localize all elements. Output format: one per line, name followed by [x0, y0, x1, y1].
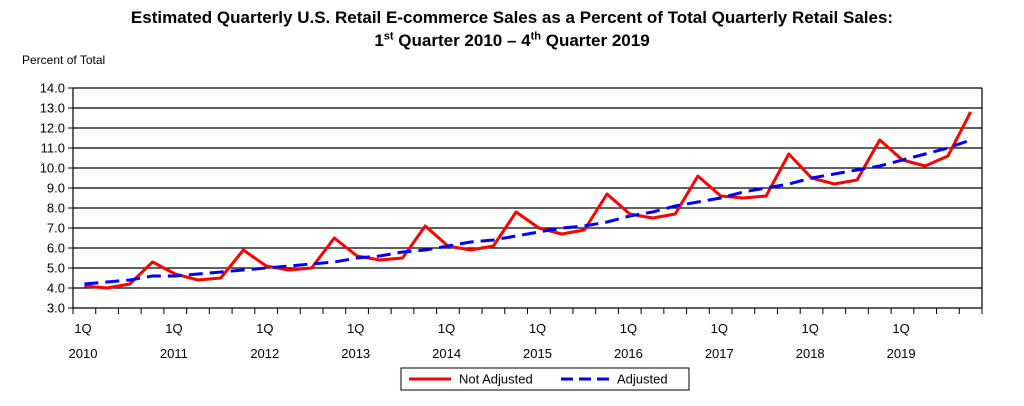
title-end-num: 4 [521, 31, 531, 50]
y-tick-label: 11.0 [41, 141, 65, 156]
x-tick-label-quarter: 1Q [256, 321, 273, 336]
series-lines [84, 111, 972, 290]
legend-label-adjusted: Adjusted [617, 372, 668, 387]
series-line-not-adjusted [84, 111, 972, 290]
x-tick-label-quarter: 1Q [802, 321, 819, 336]
x-tick-label-year: 2019 [887, 346, 916, 361]
y-tick-label: 8.0 [47, 201, 65, 216]
x-tick-label-year: 2010 [69, 346, 98, 361]
title-end-sup: th [530, 30, 541, 43]
y-tick-label: 3.0 [47, 301, 65, 316]
x-tick-label-year: 2011 [160, 346, 188, 361]
x-tick-label-year: 2012 [250, 346, 279, 361]
y-tick-label: 4.0 [47, 281, 65, 296]
y-axis-label: Percent of Total [22, 53, 106, 67]
x-tick-label-quarter: 1Q [529, 321, 546, 336]
legend-box [400, 367, 690, 391]
y-tick-label: 10.0 [40, 161, 65, 176]
x-tick-label-year: 2017 [705, 346, 734, 361]
y-tick-label: 9.0 [47, 181, 65, 196]
chart-title-line1: Estimated Quarterly U.S. Retail E-commer… [130, 8, 894, 27]
x-axis-ticks: 1Q 2010 1Q 2011 1Q 2012 1Q 2013 1Q 2014 1Q 2015 1Q 20… [69, 308, 983, 361]
x-tick-label-quarter: 1Q [165, 321, 182, 336]
x-tick-label-year: 2016 [614, 346, 643, 361]
y-tick-label: 12.0 [40, 121, 65, 136]
title-start-num: 1 [374, 31, 384, 50]
x-tick-label-year: 2013 [341, 346, 370, 361]
x-tick-label-year: 2015 [523, 346, 552, 361]
x-tick-label-quarter: 1Q [892, 321, 909, 336]
title-start-rest: Quarter 2010 – [393, 31, 522, 50]
y-tick-label: 7.0 [47, 221, 65, 236]
title-end-rest: Quarter 2019 [541, 31, 650, 50]
chart-title-line2: 1st Quarter 2010 – 4th Quarter 2019 [0, 29, 1024, 52]
y-tick-label: 6.0 [47, 241, 65, 256]
chart-title: Estimated Quarterly U.S. Retail E-commer… [0, 6, 1024, 52]
x-tick-label-quarter: 1Q [74, 321, 91, 336]
legend-label-not-adjusted: Not Adjusted [459, 372, 533, 387]
gridlines [72, 87, 983, 309]
x-tick-label-quarter: 1Q [438, 321, 455, 336]
x-tick-label-year: 2018 [796, 346, 825, 361]
x-tick-label-quarter: 1Q [711, 321, 728, 336]
y-tick-label: 14.0 [40, 81, 65, 96]
x-tick-label-quarter: 1Q [620, 321, 637, 336]
title-start-sup: st [383, 30, 394, 43]
y-tick-label: 13.0 [40, 101, 65, 116]
series-line-adjusted [84, 138, 972, 286]
x-tick-label-year: 2014 [432, 346, 461, 361]
y-tick-label: 5.0 [47, 261, 65, 276]
x-tick-label-quarter: 1Q [347, 321, 364, 336]
y-axis-ticks: 3.0 4.0 5.0 6.0 7.0 8.0 9.0 10.0 11.0 12.0 13.0 14.… [40, 81, 73, 316]
legend: Not Adjusted Adjusted [400, 367, 690, 391]
